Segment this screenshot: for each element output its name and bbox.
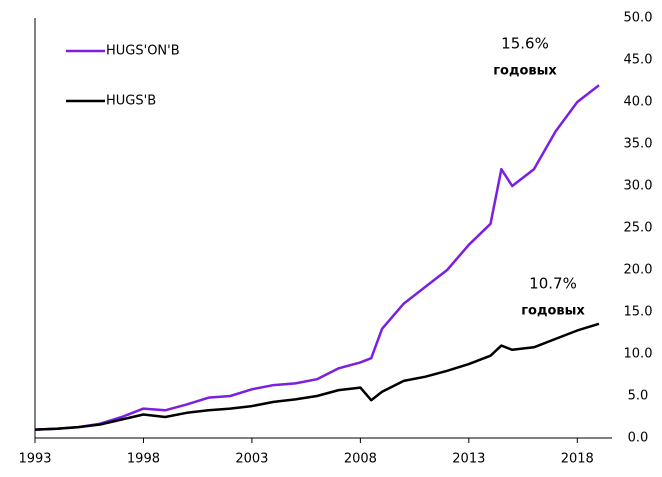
- x-tick-label: 2013: [452, 452, 485, 467]
- annotation-sub: годовых: [521, 304, 585, 319]
- line-series: [34, 84, 600, 431]
- annotation: 15.6%: [501, 35, 549, 53]
- y-tick-label: 50.0: [624, 11, 653, 26]
- x-tick-label: 2008: [344, 452, 377, 467]
- y-tick-label: 15.0: [624, 305, 653, 320]
- legend-label: HUGS'B: [106, 94, 156, 109]
- x-tick-label: 2018: [561, 452, 594, 467]
- x-tick-label: 1993: [18, 452, 51, 467]
- y-tick-label: 45.0: [624, 53, 653, 68]
- y-tick-label: 40.0: [624, 95, 653, 110]
- annotation: 10.7%: [529, 275, 577, 293]
- y-tick-label: 30.0: [624, 179, 653, 194]
- y-tick-label: 0.0: [628, 431, 649, 446]
- line-series: [34, 322, 600, 431]
- y-tick-label: 5.0: [628, 389, 649, 404]
- annotation-sub: годовых: [493, 64, 557, 79]
- y-tick-label: 35.0: [624, 137, 653, 152]
- y-tick-label: 20.0: [624, 263, 653, 278]
- y-tick-label: 10.0: [624, 347, 653, 362]
- legend-label: HUGS'ON'B: [106, 44, 180, 59]
- x-tick-label: 1998: [127, 452, 160, 467]
- x-tick-label: 2003: [235, 452, 268, 467]
- y-tick-label: 25.0: [624, 221, 653, 236]
